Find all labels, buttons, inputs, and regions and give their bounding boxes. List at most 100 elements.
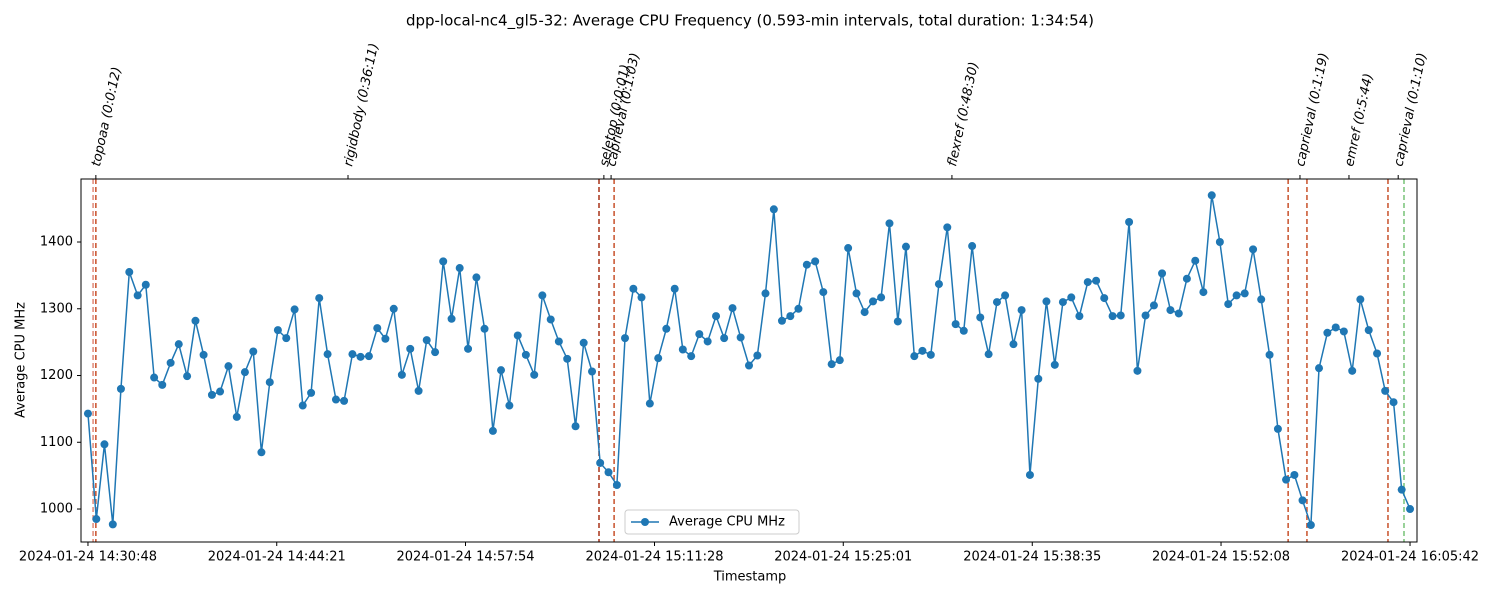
data-point	[588, 367, 597, 376]
data-point	[1298, 496, 1307, 505]
annotation-label: emref (0:5:44)	[1342, 72, 1376, 168]
data-point	[1108, 312, 1117, 321]
x-tick-label: 2024-01-24 14:57:54	[396, 550, 534, 565]
data-point	[455, 264, 464, 273]
data-point	[819, 288, 828, 297]
data-point	[1034, 374, 1043, 383]
data-point	[1257, 295, 1266, 304]
data-point	[1249, 245, 1258, 254]
data-point	[1001, 291, 1010, 300]
data-point	[389, 304, 398, 313]
data-point	[645, 399, 654, 408]
legend-marker	[641, 518, 649, 526]
data-point	[612, 480, 621, 489]
data-point	[488, 426, 497, 435]
data-point	[571, 422, 580, 431]
data-point	[827, 360, 836, 369]
data-point	[1323, 328, 1332, 337]
y-tick-label: 1400	[40, 235, 73, 250]
data-point	[447, 314, 456, 323]
data-point	[943, 223, 952, 232]
data-point	[1092, 276, 1101, 285]
data-point	[621, 334, 630, 343]
annotation-label: flexref (0:48:30)	[945, 61, 982, 168]
data-point	[224, 362, 233, 371]
data-point	[745, 361, 753, 370]
data-point	[1306, 521, 1315, 530]
data-point	[761, 289, 770, 298]
data-point	[150, 373, 159, 382]
data-point	[695, 330, 704, 339]
data-point	[720, 334, 729, 343]
data-point	[216, 387, 225, 396]
data-point	[1282, 475, 1291, 484]
data-point	[563, 354, 572, 363]
data-point	[918, 346, 927, 355]
data-point	[769, 205, 778, 214]
annotation-label: rigidbody (0:36:11)	[341, 42, 382, 168]
data-point	[1116, 311, 1125, 320]
annotation-label: caprieval (0:1:19)	[1293, 52, 1332, 168]
data-point	[712, 312, 721, 321]
data-point	[480, 324, 489, 333]
data-point	[406, 344, 415, 353]
data-point	[1009, 340, 1018, 349]
data-point	[1232, 291, 1241, 300]
chart-title: dpp-local-nc4_gl5-32: Average CPU Freque…	[406, 12, 1094, 31]
data-point	[323, 350, 332, 359]
data-point	[265, 378, 274, 387]
legend-box	[624, 509, 800, 535]
data-point	[530, 370, 539, 379]
series-line	[87, 195, 1411, 526]
data-point	[1141, 311, 1150, 320]
data-point	[183, 372, 192, 381]
data-point	[1050, 360, 1059, 369]
data-point	[1174, 309, 1183, 318]
x-axis-label: Timestamp	[713, 570, 787, 585]
data-point	[1166, 306, 1175, 315]
data-point	[521, 350, 530, 359]
x-tick-label: 2024-01-24 14:44:21	[208, 550, 346, 565]
y-tick-label: 1000	[40, 502, 73, 517]
data-point	[472, 273, 481, 282]
data-point	[373, 324, 382, 333]
data-point	[1348, 366, 1357, 375]
data-point	[207, 390, 216, 399]
data-point	[83, 409, 92, 418]
x-tick-label: 2024-01-24 15:38:35	[963, 550, 1101, 565]
data-point	[662, 324, 671, 333]
data-point	[893, 317, 902, 326]
data-point	[1389, 398, 1398, 407]
data-point	[1240, 289, 1249, 298]
data-point	[976, 313, 985, 322]
data-point	[1149, 301, 1158, 310]
data-point	[505, 401, 514, 410]
data-point	[141, 280, 150, 289]
data-point	[422, 336, 431, 345]
x-tick-label: 2024-01-24 15:25:01	[774, 550, 912, 565]
data-point	[1017, 306, 1026, 315]
data-point	[951, 320, 960, 329]
annotation-label: caprieval (0:1:10)	[1391, 52, 1430, 168]
data-point	[538, 291, 547, 300]
data-point	[777, 316, 786, 325]
data-point	[670, 284, 679, 293]
x-tick-label: 2024-01-24 15:52:08	[1152, 550, 1290, 565]
data-point	[1058, 298, 1067, 307]
data-point	[1215, 238, 1224, 247]
data-point	[1207, 191, 1216, 200]
data-point	[1025, 470, 1034, 479]
data-point	[984, 350, 993, 359]
y-axis-label: Average CPU MHz	[14, 302, 29, 418]
data-point	[1191, 256, 1200, 265]
data-point	[703, 337, 712, 346]
data-point	[497, 366, 506, 375]
data-point	[1125, 217, 1134, 226]
data-point	[1158, 269, 1167, 278]
data-point	[273, 326, 282, 335]
data-point	[629, 284, 638, 293]
data-point	[257, 448, 266, 457]
data-point	[133, 291, 142, 300]
data-point	[1373, 349, 1382, 358]
